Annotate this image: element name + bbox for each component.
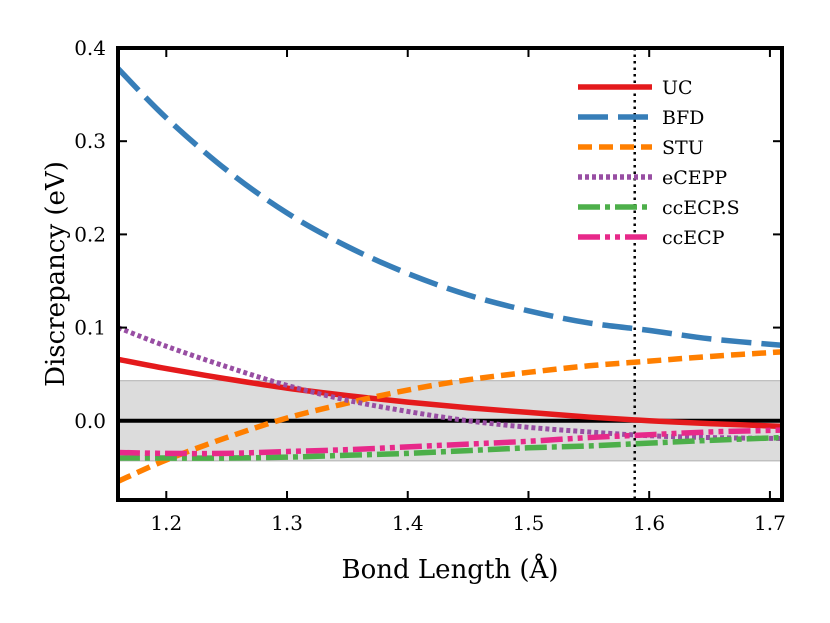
y-tick-label: 0.1 [74,316,106,340]
series-line-ccecp [118,427,782,457]
legend-label-uc: UC [662,77,693,99]
legend-label-bfd: BFD [662,107,704,129]
legend-label-stu: STU [662,137,704,159]
legend-label-ccecp-s: ccECP.S [662,197,740,219]
series-line-stu [118,349,782,484]
y-tick-label: 0.3 [74,129,106,153]
x-tick-label: 1.6 [633,511,665,535]
legend-label-ccecp: ccECP [662,227,725,249]
y-tick-label: 0.4 [74,36,106,60]
x-tick-label: 1.2 [150,511,182,535]
x-tick-label: 1.4 [392,511,424,535]
legend-label-ecepp: eCEPP [662,167,727,189]
plot-frame [116,46,784,502]
x-tick-label: 1.7 [754,511,786,535]
y-tick-label: 0.2 [74,222,106,246]
legend: UC BFD STU eCEPP ccECP.S ccECP [578,77,740,249]
series-line-uc [118,356,782,430]
plot-area [118,48,782,500]
x-tick-label: 1.3 [271,511,303,535]
axis-ticks: 1.2 1.3 1.4 1.5 1.6 1.7 0.0 0.1 0.2 0.3 0.4 [74,36,786,535]
x-axis-label: Bond Length (Å) [342,553,559,585]
y-tick-label: 0.0 [74,409,106,433]
y-axis-label: Discrepancy (eV) [41,161,71,387]
series-line-ccecp-s [118,434,782,461]
series-line-ecepp [118,325,782,441]
x-tick-label: 1.5 [513,511,545,535]
series-line-bfd [118,66,782,349]
